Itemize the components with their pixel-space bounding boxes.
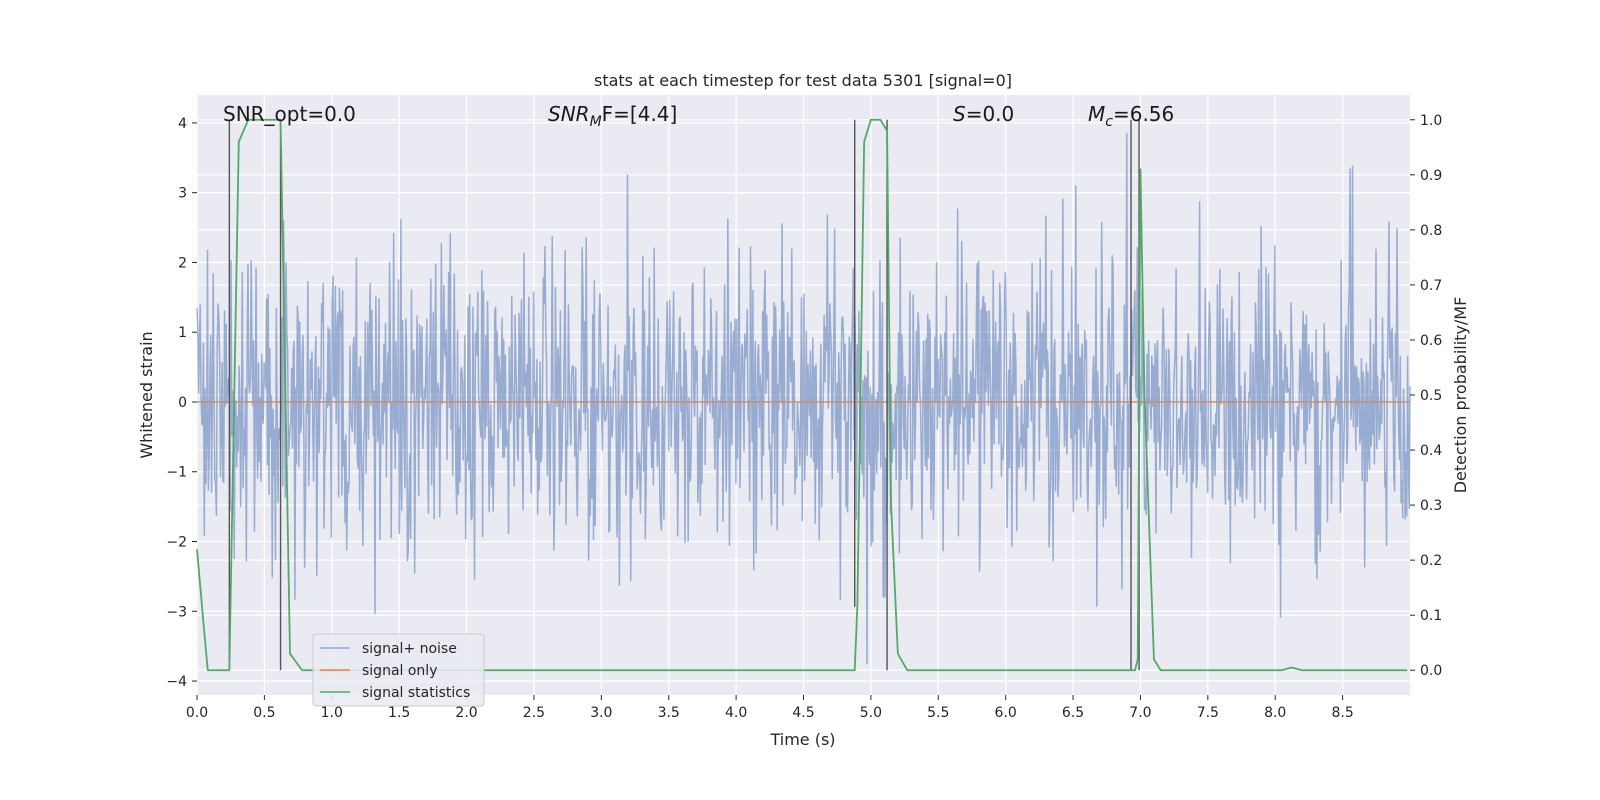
- y-tick-label-4: 0: [178, 395, 187, 411]
- x-ticks: 0.0 0.5 1.0 1.5 2.0 2.5 3.0 3.5 4.0 4.5 5.0 5.5 6.0 6…: [186, 695, 1354, 721]
- vertical-markers: [228, 119, 1140, 671]
- y2-tick-label-5: 0.5: [1420, 388, 1442, 404]
- y2-tick-label-4: 0.6: [1420, 333, 1442, 349]
- legend-label-signal-statistics: signal statistics: [362, 685, 470, 701]
- legend: signal+ noise signal only signal statist…: [312, 633, 485, 707]
- legend-label-signal-only: signal only: [362, 663, 437, 679]
- y2-axis-label: Detection probability/MF: [1451, 297, 1470, 494]
- x-tick-label-2: 1.0: [321, 705, 343, 721]
- y-tick-label-2: 2: [178, 255, 187, 271]
- annotation-snr-mf: SNRMF=[4.4]: [548, 102, 677, 130]
- y-tick-label-7: −3: [166, 604, 187, 620]
- legend-box: [312, 633, 485, 707]
- y-tick-label-8: −4: [166, 674, 187, 690]
- y2-tick-label-3: 0.7: [1420, 278, 1442, 294]
- annotation-s: S=0.0: [953, 102, 1014, 126]
- annotation-s-rest: =0.0: [966, 102, 1015, 126]
- x-tick-label-4: 2.0: [455, 705, 477, 721]
- x-tick-label-1: 0.5: [253, 705, 275, 721]
- legend-label-signal-noise: signal+ noise: [362, 641, 457, 657]
- x-tick-label-16: 8.0: [1264, 705, 1286, 721]
- y2-tick-label-9: 0.1: [1420, 608, 1442, 624]
- series-signal-statistics: [196, 118, 1408, 672]
- annotation-mc-rest: =6.56: [1113, 102, 1174, 126]
- x-tick-label-10: 5.0: [860, 705, 882, 721]
- annotation-s-base: S: [953, 102, 966, 126]
- y2-tick-label-7: 0.3: [1420, 498, 1442, 514]
- annotation-mc-base: M: [1088, 102, 1105, 126]
- series-line-signal-noise: [196, 132, 1411, 665]
- x-tick-label-13: 6.5: [1062, 705, 1084, 721]
- x-tick-label-11: 5.5: [927, 705, 949, 721]
- x-tick-label-3: 1.5: [388, 705, 410, 721]
- y2-tick-label-2: 0.8: [1420, 223, 1442, 239]
- y-tick-label-6: −2: [166, 535, 187, 551]
- y2-tick-label-10: 0.0: [1420, 663, 1442, 679]
- y-tick-label-5: −1: [166, 465, 187, 481]
- y-axis-label: Whitened strain: [137, 331, 156, 458]
- series-line-signal-statistics: [196, 118, 1408, 672]
- x-tick-label-14: 7.0: [1129, 705, 1151, 721]
- annotation-snr-opt: SNR_opt=0.0: [223, 102, 356, 126]
- annotation-snr-mf-rest: F=[4.4]: [602, 102, 678, 126]
- x-tick-label-12: 6.0: [995, 705, 1017, 721]
- y-tick-label-3: 1: [178, 325, 187, 341]
- y2-tick-label-1: 0.9: [1420, 168, 1442, 184]
- annotation-snr-mf-sub: M: [590, 114, 602, 130]
- y-right-ticks: 1.0 0.9 0.8 0.7 0.6 0.5 0.4 0.3 0.2 0.1 0.0: [1410, 113, 1442, 679]
- x-tick-label-9: 4.5: [792, 705, 814, 721]
- y-tick-label-0: 4: [178, 116, 187, 132]
- y-left-ticks: 4 3 2 1 0 −1 −2 −3 −4: [166, 116, 197, 690]
- annotation-snr-mf-base: SNR: [548, 102, 590, 126]
- x-axis-label: Time (s): [769, 730, 835, 749]
- y-tick-label-1: 3: [178, 186, 187, 202]
- chart-title: stats at each timestep for test data 530…: [594, 71, 1012, 90]
- x-tick-label-8: 4.0: [725, 705, 747, 721]
- series-signal-noise: [196, 132, 1411, 665]
- y2-tick-label-8: 0.2: [1420, 553, 1442, 569]
- x-tick-label-0: 0.0: [186, 705, 208, 721]
- x-tick-label-15: 7.5: [1197, 705, 1219, 721]
- y2-tick-label-0: 1.0: [1420, 113, 1442, 129]
- x-tick-label-5: 2.5: [523, 705, 545, 721]
- x-tick-label-7: 3.5: [658, 705, 680, 721]
- y2-tick-label-6: 0.4: [1420, 443, 1442, 459]
- x-tick-label-6: 3.0: [590, 705, 612, 721]
- annotation-mc-sub: c: [1105, 114, 1113, 130]
- x-tick-label-17: 8.5: [1331, 705, 1353, 721]
- annotation-mc: Mc=6.56: [1088, 102, 1174, 130]
